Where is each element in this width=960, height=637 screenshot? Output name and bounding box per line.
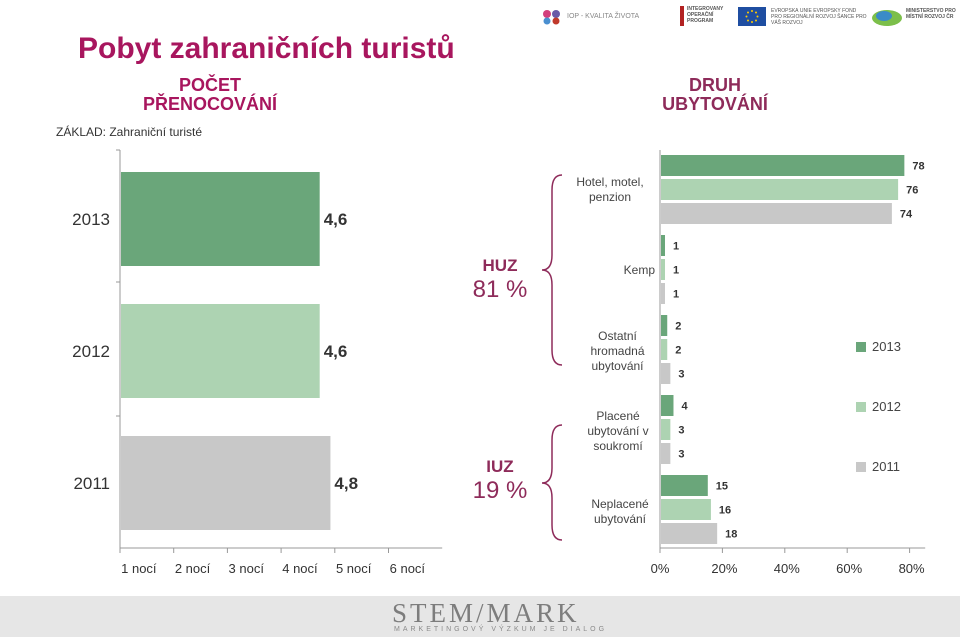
ministry-label: MINISTERSTVO PRO MÍSTNÍ ROZVOJ ČR xyxy=(906,8,956,20)
footer-band xyxy=(0,596,960,637)
accommodation-value-label-2012-3: 3 xyxy=(678,425,684,437)
nights-value-label-2012: 4,6 xyxy=(324,342,348,361)
accommodation-value-label-2011-1: 1 xyxy=(673,289,679,301)
segment-iuz: IUZ 19 % xyxy=(455,457,545,505)
eu-label: EVROPSKÁ UNIE EVROPSKÝ FOND PRO REGIONÁL… xyxy=(771,8,867,26)
nights-value-label-2011: 4,8 xyxy=(334,474,358,493)
accommodation-value-label-2012-4: 16 xyxy=(719,505,731,517)
category-label-neplacene: Neplacené ubytování xyxy=(591,497,649,526)
accommodation-bar-2013-4 xyxy=(661,475,708,496)
accommodation-chart-subtitle: DRUH UBYTOVÁNÍ xyxy=(662,75,768,114)
accommodation-bar-2011-2 xyxy=(661,363,671,384)
accommodation-bar-2011-3 xyxy=(661,443,671,464)
nights-chart: 4,6 2013 4,6 2012 4,8 2011 1 nocí 2 nocí 3 nocí 4… xyxy=(72,149,443,576)
segment-huz-pct: 81 % xyxy=(472,276,528,303)
category-label-placene: Placené ubytování v soukromí xyxy=(587,409,649,453)
category-label-ostatni: Ostatní hromadná ubytování xyxy=(590,329,645,373)
accommodation-bar-2012-0 xyxy=(661,179,899,200)
basis-note: ZÁKLAD: Zahraniční turisté xyxy=(56,125,203,139)
accommodation-chart: 78 1 2 4 15 76 1 2 3 16 74 1 3 3 18 0% 20% 40% 60% 80% xyxy=(651,150,926,576)
accommodation-value-label-2012-1: 1 xyxy=(673,265,679,277)
nights-x-tick-label-4: 5 nocí xyxy=(336,561,372,576)
nights-x-tick-label-2: 3 nocí xyxy=(229,561,265,576)
partner-logos: IOP - KVALITA ŽIVOTA INTEGROVANÝ OPERAČN… xyxy=(540,5,960,31)
accommodation-bar-2011-4 xyxy=(661,523,718,544)
accommodation-value-label-2013-1: 1 xyxy=(673,241,679,253)
accommodation-bar-2011-0 xyxy=(661,203,892,224)
nights-x-tick-label-0: 1 nocí xyxy=(121,561,157,576)
accommodation-value-label-2011-0: 74 xyxy=(900,209,913,221)
accommodation-bar-2011-1 xyxy=(661,283,665,304)
accommodation-value-label-2013-4: 15 xyxy=(716,481,728,493)
accommodation-value-label-2011-4: 18 xyxy=(725,529,737,541)
nights-x-tick-label-3: 4 nocí xyxy=(282,561,318,576)
accommodation-bar-2013-1 xyxy=(661,235,665,256)
iop-label: IOP - KVALITA ŽIVOTA xyxy=(567,13,640,20)
legend-swatch-2013 xyxy=(856,341,866,352)
accommodation-bar-2012-3 xyxy=(661,419,671,440)
accommodation-value-label-2013-0: 78 xyxy=(912,161,924,173)
segment-huz: HUZ 81 % xyxy=(455,256,545,304)
accommodation-x-tick-label-1: 20% xyxy=(711,561,737,576)
accommodation-value-label-2012-0: 76 xyxy=(906,185,918,197)
accommodation-bar-2012-2 xyxy=(661,339,668,360)
nights-bar-2011 xyxy=(121,436,331,530)
page-title: Pobyt zahraničních turistů xyxy=(78,32,455,65)
accommodation-bar-2013-3 xyxy=(661,395,674,416)
legend-label-2011: 2011 xyxy=(872,459,900,474)
legend-swatch-2012 xyxy=(856,401,866,412)
legend-item-2011: 2011 xyxy=(856,459,901,474)
accommodation-bar-2013-2 xyxy=(661,315,668,336)
nights-x-tick-label-1: 2 nocí xyxy=(175,561,211,576)
category-label-hotel: Hotel, motel, penzion xyxy=(576,175,644,204)
segment-brackets xyxy=(541,174,563,541)
nights-x-tick-label-5: 6 nocí xyxy=(390,561,426,576)
accommodation-value-label-2013-2: 2 xyxy=(675,321,681,333)
segment-iuz-pct: 19 % xyxy=(472,477,528,504)
accommodation-value-label-2012-2: 2 xyxy=(675,345,681,357)
nights-value-label-2013: 4,6 xyxy=(324,210,348,229)
accommodation-x-tick-label-3: 60% xyxy=(836,561,862,576)
stem-mark-logo: STEM/MARK xyxy=(392,598,580,628)
nights-category-label-2012: 2012 xyxy=(72,342,110,361)
accommodation-value-label-2013-3: 4 xyxy=(681,401,688,413)
segment-huz-name: HUZ xyxy=(482,256,518,275)
category-label-kemp: Kemp xyxy=(623,263,655,277)
legend-label-2013: 2013 xyxy=(872,339,901,354)
ministry-icon xyxy=(870,7,904,27)
accommodation-x-tick-label-4: 80% xyxy=(899,561,925,576)
accommodation-value-label-2011-2: 3 xyxy=(678,369,684,381)
bracket-iuz xyxy=(541,424,563,541)
legend-item-2013: 2013 xyxy=(856,339,901,354)
chart-legend: 2013 2012 2011 xyxy=(856,339,901,474)
accommodation-x-tick-label-2: 40% xyxy=(774,561,800,576)
segment-iuz-name: IUZ xyxy=(486,457,514,476)
iop-program-logo: INTEGROVANÝ OPERAČNÍ PROGRAM xyxy=(680,6,737,26)
legend-swatch-2011 xyxy=(856,461,866,472)
eu-flag-icon xyxy=(738,7,766,26)
nights-chart-subtitle: POČET PŘENOCOVÁNÍ xyxy=(142,75,277,114)
nights-category-label-2011: 2011 xyxy=(73,474,110,493)
accommodation-bar-2012-4 xyxy=(661,499,711,520)
accommodation-bar-2013-0 xyxy=(661,155,905,176)
accommodation-value-label-2011-3: 3 xyxy=(678,449,684,461)
nights-category-label-2013: 2013 xyxy=(72,210,110,229)
nights-bar-2013 xyxy=(121,172,320,266)
bracket-huz xyxy=(541,174,563,366)
nights-bar-2012 xyxy=(121,304,320,398)
stem-mark-tagline: MARKETINGOVÝ VÝZKUM JE DIALOG xyxy=(394,626,608,633)
iop-icon xyxy=(542,9,562,25)
accommodation-x-tick-label-0: 0% xyxy=(651,561,670,576)
legend-item-2012: 2012 xyxy=(856,399,901,414)
accommodation-bar-2012-1 xyxy=(661,259,665,280)
legend-label-2012: 2012 xyxy=(872,399,901,414)
